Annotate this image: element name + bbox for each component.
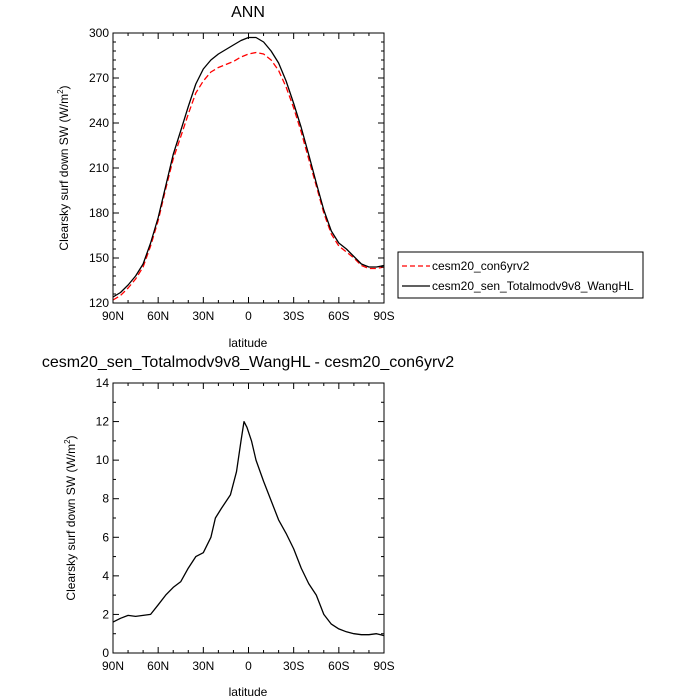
bottom-plot-frame — [112, 382, 385, 654]
x-tick-label: 30N — [192, 659, 214, 673]
x-tick-label: 90N — [102, 309, 124, 323]
x-tick-label: 60N — [147, 659, 169, 673]
y-tick-label: 180 — [89, 206, 109, 220]
y-tick-label: 300 — [89, 26, 109, 40]
legend-label-wanghl: cesm20_sen_Totalmodv9v8_WangHL — [432, 279, 634, 293]
y-tick-label: 240 — [89, 116, 109, 130]
y-tick-label: 270 — [89, 71, 109, 85]
y-tick-label: 0 — [102, 646, 109, 660]
x-tick-label: 60N — [147, 309, 169, 323]
top-y-axis-label: Clearsky surf down SW (W/m2) — [56, 85, 71, 250]
bottom-x-axis-label: latitude — [229, 685, 268, 699]
x-tick-label: 0 — [245, 659, 252, 673]
bottom-panel: cesm20_sen_Totalmodv9v8_WangHL - cesm20_… — [42, 354, 454, 699]
x-tick-label: 90N — [102, 659, 124, 673]
bottom-chart-title: cesm20_sen_Totalmodv9v8_WangHL - cesm20_… — [42, 354, 454, 371]
top-chart-title: ANN — [231, 4, 265, 21]
top-plot-frame — [112, 32, 385, 304]
bottom-y-axis-label: Clearsky surf down SW (W/m2) — [63, 435, 78, 600]
x-tick-label: 60S — [328, 309, 349, 323]
y-tick-label: 150 — [89, 251, 109, 265]
series-line-0-0 — [112, 51, 385, 301]
x-tick-label: 30S — [283, 659, 304, 673]
legend: cesm20_con6yrv2 cesm20_sen_Totalmodv9v8_… — [397, 251, 644, 299]
x-tick-label: 60S — [328, 659, 349, 673]
y-tick-label: 4 — [102, 569, 109, 583]
x-tick-label: 0 — [245, 309, 252, 323]
top-x-axis-label: latitude — [229, 336, 268, 350]
series-line-1-0 — [112, 420, 385, 637]
x-tick-label: 30N — [192, 309, 214, 323]
legend-box — [397, 251, 644, 299]
y-tick-label: 8 — [102, 492, 109, 506]
y-tick-label: 120 — [89, 296, 109, 310]
y-tick-label: 14 — [96, 376, 110, 390]
x-tick-label: 30S — [283, 309, 304, 323]
y-tick-label: 10 — [96, 453, 110, 467]
legend-label-con6yrv2: cesm20_con6yrv2 — [432, 259, 530, 273]
y-tick-label: 210 — [89, 161, 109, 175]
x-tick-label: 90S — [373, 309, 394, 323]
top-panel: ANN 120 150 180 210 240 270 300 90N 60N 30N 0 30S 60… — [56, 4, 644, 350]
series-line-0-1 — [112, 36, 385, 298]
x-tick-label: 90S — [373, 659, 394, 673]
y-tick-label: 2 — [102, 607, 109, 621]
y-tick-label: 6 — [102, 530, 109, 544]
y-tick-label: 12 — [96, 415, 110, 429]
